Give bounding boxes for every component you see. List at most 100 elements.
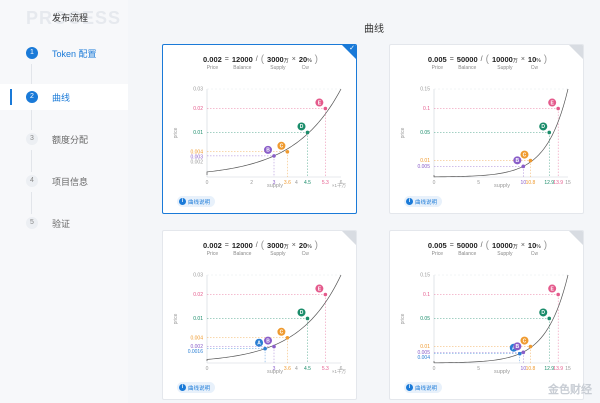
curve-point bbox=[547, 316, 552, 321]
price: 0.005 Price bbox=[428, 55, 447, 71]
cw: 10% Cw bbox=[528, 241, 541, 257]
curve-help-button[interactable]: i 曲线说明 bbox=[404, 382, 443, 393]
info-icon: i bbox=[179, 384, 186, 391]
balance-number: 50000 bbox=[456, 241, 478, 250]
supply-unit: 万 bbox=[512, 244, 518, 250]
formula-operator: ) bbox=[314, 54, 318, 65]
cw-percent: % bbox=[307, 58, 312, 64]
y-tick-label: 0.003 bbox=[190, 154, 203, 160]
balance-label: Balance bbox=[458, 65, 477, 71]
step-allocation[interactable]: 3 额度分配 bbox=[0, 126, 128, 152]
x-axis-label: supply bbox=[494, 183, 510, 189]
formula-operator: ( bbox=[485, 240, 489, 251]
sidebar-title: 发布流程 bbox=[52, 13, 89, 23]
supply: 10000万 Supply bbox=[492, 241, 518, 257]
x-tick-label: 10 bbox=[521, 180, 527, 186]
price-number: 0.005 bbox=[427, 241, 447, 250]
cw-label: Cw bbox=[301, 65, 309, 71]
point-badge bbox=[513, 342, 522, 351]
balance-number: 12000 bbox=[231, 241, 253, 250]
point-label: D bbox=[300, 124, 304, 130]
x-tick-label: 4.5 bbox=[304, 180, 311, 186]
point-badge bbox=[539, 122, 548, 131]
supply-value: 10000万 bbox=[492, 55, 518, 64]
price-value: 0.005 bbox=[428, 241, 447, 250]
curve-help-button[interactable]: i 曲线说明 bbox=[177, 382, 216, 393]
supply: 3000万 Supply bbox=[267, 241, 289, 257]
x-tick-label: 5 bbox=[477, 366, 480, 372]
supply-label: Supply bbox=[270, 65, 286, 71]
balance-number: 50000 bbox=[456, 55, 478, 64]
step-project-info[interactable]: 4 项目信息 bbox=[0, 168, 128, 194]
x-tick-label: 13.9 bbox=[553, 366, 563, 372]
balance-label: Balance bbox=[458, 251, 477, 257]
info-icon: i bbox=[179, 198, 186, 205]
curve-point bbox=[547, 130, 552, 135]
cw: 20% Cw bbox=[299, 241, 312, 257]
step-connector bbox=[31, 150, 32, 172]
supply-unit: 万 bbox=[283, 58, 289, 64]
point-label: E bbox=[318, 100, 322, 106]
supply-number: 3000 bbox=[267, 241, 284, 250]
step-curve[interactable]: 2 曲线 bbox=[0, 84, 128, 110]
curve-help-button[interactable]: i 曲线说明 bbox=[177, 196, 216, 207]
x-tick-label: 0 bbox=[433, 180, 436, 186]
step-token-config[interactable]: 1 Token 配置 bbox=[0, 40, 128, 66]
x-tick-label: 10.8 bbox=[526, 366, 536, 372]
cw: 20% Cw bbox=[299, 55, 312, 71]
step-number: 2 bbox=[26, 91, 38, 103]
curve-option-card[interactable]: ✓ 0.002 Price = 12000 Balance /(3000万 Supply × 20… bbox=[162, 44, 357, 214]
formula: 0.002 Price = 12000 Balance /(3000万 Supply × 20%… bbox=[163, 54, 356, 72]
x-tick-label: 4 bbox=[295, 180, 298, 186]
curve-option-card[interactable]: 0.005 Price = 50000 Balance /(10000万 Supply × 10… bbox=[389, 230, 584, 400]
x-tick-label: 5 bbox=[477, 180, 480, 186]
curve-point bbox=[556, 106, 560, 111]
x-tick-label: 3.6 bbox=[284, 366, 291, 372]
point-badge bbox=[539, 308, 548, 317]
check-icon: ✓ bbox=[349, 45, 355, 52]
curve-line bbox=[433, 274, 569, 364]
price-value: 0.002 bbox=[203, 241, 222, 250]
balance-value: 12000 bbox=[232, 55, 253, 64]
step-label: Token 配置 bbox=[52, 48, 97, 59]
formula: 0.002 Price = 12000 Balance /(3000万 Supply × 20%… bbox=[163, 241, 356, 258]
cw-percent: % bbox=[536, 244, 541, 250]
y-axis-label: price bbox=[173, 313, 179, 324]
supply-label: Supply bbox=[270, 251, 286, 257]
curve-option-card[interactable]: 0.002 Price = 12000 Balance /(3000万 Supply × 20%… bbox=[162, 230, 357, 400]
x-tick-label: 5.3 bbox=[322, 180, 329, 186]
curve-point bbox=[305, 130, 310, 135]
curve-option-card[interactable]: 0.005 Price = 50000 Balance /(10000万 Supply × 10… bbox=[389, 44, 584, 214]
info-icon: i bbox=[406, 198, 413, 205]
x-tick-label: 12.9 bbox=[544, 366, 554, 372]
point-badge bbox=[255, 338, 264, 347]
step-number: 3 bbox=[26, 133, 38, 145]
x-tick-label: 4.5 bbox=[304, 366, 311, 372]
x-tick-label: 0 bbox=[206, 180, 209, 186]
point-label: D bbox=[300, 310, 304, 316]
y-axis-label: price bbox=[400, 313, 406, 324]
point-label: E bbox=[551, 100, 555, 106]
balance-value: 50000 bbox=[457, 55, 478, 64]
price-number: 0.002 bbox=[203, 241, 222, 250]
formula-operator: = bbox=[224, 56, 229, 63]
cw-label: Cw bbox=[530, 251, 538, 257]
price: 0.002 Price bbox=[203, 241, 222, 257]
y-tick-label: 0.0016 bbox=[188, 349, 204, 355]
x-tick-label: 13.9 bbox=[553, 180, 563, 186]
curve-point bbox=[285, 335, 290, 340]
y-tick-label: 0.1 bbox=[423, 292, 430, 298]
formula-operator: / bbox=[255, 56, 258, 63]
step-verify[interactable]: 5 验证 bbox=[0, 210, 128, 236]
x-tick-label: 10.8 bbox=[526, 180, 536, 186]
help-label: 曲线说明 bbox=[415, 199, 438, 206]
step-number: 1 bbox=[26, 47, 38, 59]
formula: 0.005 Price = 50000 Balance /(10000万 Supply × 10… bbox=[390, 240, 583, 258]
formula-operator: ( bbox=[485, 54, 489, 65]
curve-help-button[interactable]: i 曲线说明 bbox=[404, 196, 443, 207]
balance-label: Balance bbox=[233, 65, 252, 71]
formula-operator: / bbox=[255, 242, 258, 249]
help-label: 曲线说明 bbox=[415, 385, 438, 392]
formula-operator: × bbox=[291, 56, 296, 63]
x-unit-label: ×1千万 bbox=[332, 368, 347, 375]
